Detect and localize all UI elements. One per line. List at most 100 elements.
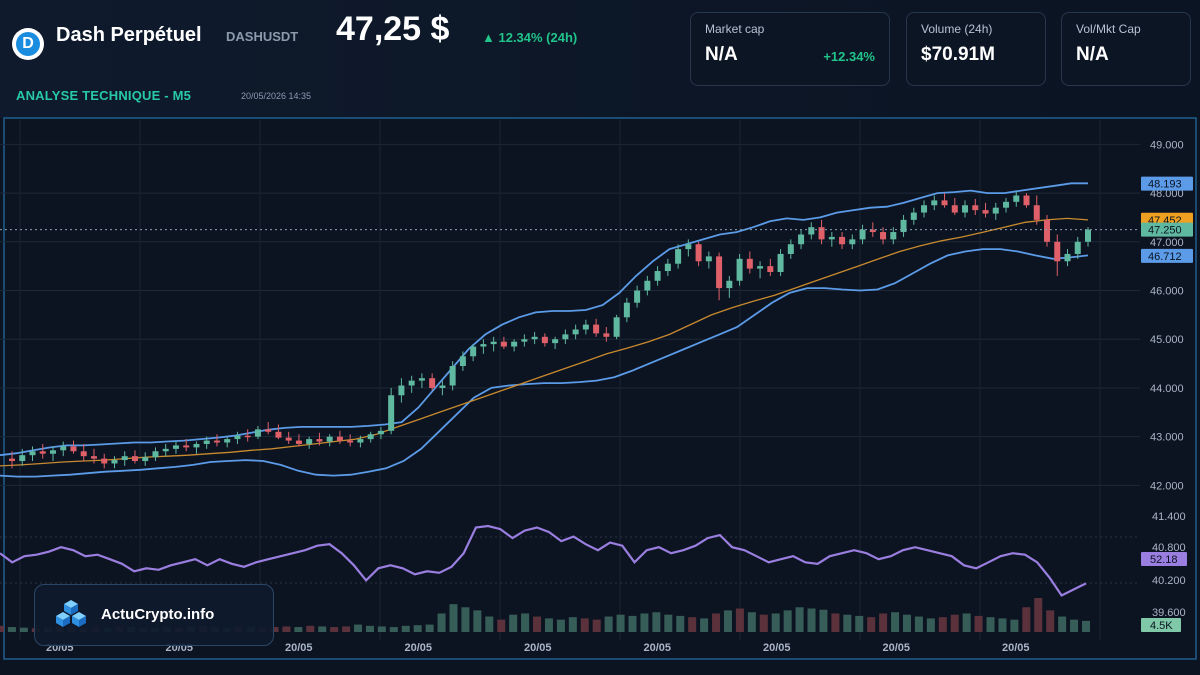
vol-mkt-cap-label: Vol/Mkt Cap <box>1076 22 1141 36</box>
volume-bar <box>521 613 530 632</box>
candle-body <box>992 207 999 214</box>
volume-bar <box>723 610 732 632</box>
candle-body <box>39 451 46 454</box>
candle <box>808 222 815 240</box>
market-cap-card: Market cap N/A +12.34% <box>690 12 890 86</box>
candle <box>80 443 87 462</box>
candle-body <box>111 460 118 464</box>
market-cap-label: Market cap <box>705 22 765 36</box>
candle <box>757 261 764 279</box>
candle-body <box>234 435 241 440</box>
candle-body <box>408 380 415 386</box>
candle <box>1064 249 1071 267</box>
candle-body <box>603 333 610 337</box>
candle <box>962 200 969 218</box>
candle-body <box>664 263 671 272</box>
candle-body <box>162 448 169 452</box>
candle <box>726 275 733 298</box>
volume-bar <box>1034 598 1043 632</box>
volume-bar <box>831 613 840 632</box>
volume-bar <box>867 617 876 632</box>
candle <box>70 440 77 454</box>
volume-bar <box>342 626 351 632</box>
volume-bar <box>986 617 995 632</box>
candle-body <box>962 205 969 213</box>
volume-bar <box>640 613 649 632</box>
volume-bar <box>389 627 398 632</box>
candle <box>552 336 559 349</box>
volume-last-label: 4.5K <box>1150 620 1173 632</box>
volume-bar <box>1046 610 1055 632</box>
candle <box>326 434 333 447</box>
candle-body <box>275 431 282 438</box>
time-tick-label: 20/05 <box>1002 642 1030 654</box>
candle-body <box>1054 241 1061 262</box>
volume-value: $70.91M <box>921 44 995 65</box>
volume-bar <box>914 616 923 632</box>
candle <box>900 215 907 237</box>
ticker-symbol: DASHUSDT <box>226 29 299 44</box>
volume-bar <box>1010 619 1019 632</box>
volume-bar <box>747 612 756 632</box>
bollinger-lower-line <box>0 248 1089 478</box>
candle <box>357 435 364 448</box>
candle <box>746 251 753 274</box>
candle-body <box>757 266 764 269</box>
volume-bar <box>461 607 470 632</box>
candle <box>767 258 774 276</box>
candle <box>377 426 384 440</box>
candle-body <box>921 205 928 213</box>
time-tick-label: 20/05 <box>524 642 552 654</box>
volume-bar <box>270 627 279 632</box>
candle <box>367 431 374 443</box>
candle <box>613 314 620 340</box>
candle <box>654 266 661 286</box>
candle <box>142 452 149 466</box>
candle <box>347 434 354 447</box>
candle-body <box>418 378 425 381</box>
candle <box>306 436 313 449</box>
candles <box>9 190 1091 469</box>
volume-bar <box>938 617 947 632</box>
candle <box>921 200 928 218</box>
candle <box>439 380 446 396</box>
volume-bar <box>974 615 983 632</box>
price-tick-label: 43.000 <box>1150 432 1184 444</box>
candle-body <box>326 436 333 442</box>
candle-body <box>193 443 200 448</box>
volume-bar <box>652 612 661 632</box>
candle-body <box>767 266 774 272</box>
candle-body <box>398 385 405 396</box>
price-tag: 47.250 <box>1141 222 1193 237</box>
volume-bar <box>544 618 553 632</box>
price-tag-bg <box>1141 222 1193 237</box>
candle-body <box>142 457 149 462</box>
volume-bar <box>580 618 589 632</box>
candle <box>254 425 261 440</box>
time-tick-label: 20/05 <box>285 642 313 654</box>
candle <box>459 351 466 371</box>
candle-body <box>90 456 97 459</box>
candle <box>869 222 876 237</box>
candle <box>152 447 159 462</box>
volume-bar <box>330 627 339 632</box>
candle-body <box>623 302 630 318</box>
candle <box>880 227 887 245</box>
candle-body <box>644 280 651 291</box>
candle <box>285 431 292 444</box>
candle-body <box>613 317 620 337</box>
candle-body <box>880 232 887 240</box>
candle <box>193 441 200 454</box>
candle-body <box>172 445 179 449</box>
volume-bar <box>282 626 291 632</box>
candle <box>480 339 487 354</box>
candle <box>29 446 36 462</box>
volume-bar <box>759 614 768 632</box>
candle-body <box>101 458 108 464</box>
volume-bar <box>902 614 911 632</box>
volume-bar <box>1022 607 1031 632</box>
candle-body <box>429 378 436 388</box>
vol-mkt-cap-value: N/A <box>1076 44 1109 65</box>
volume-bar <box>0 625 4 632</box>
